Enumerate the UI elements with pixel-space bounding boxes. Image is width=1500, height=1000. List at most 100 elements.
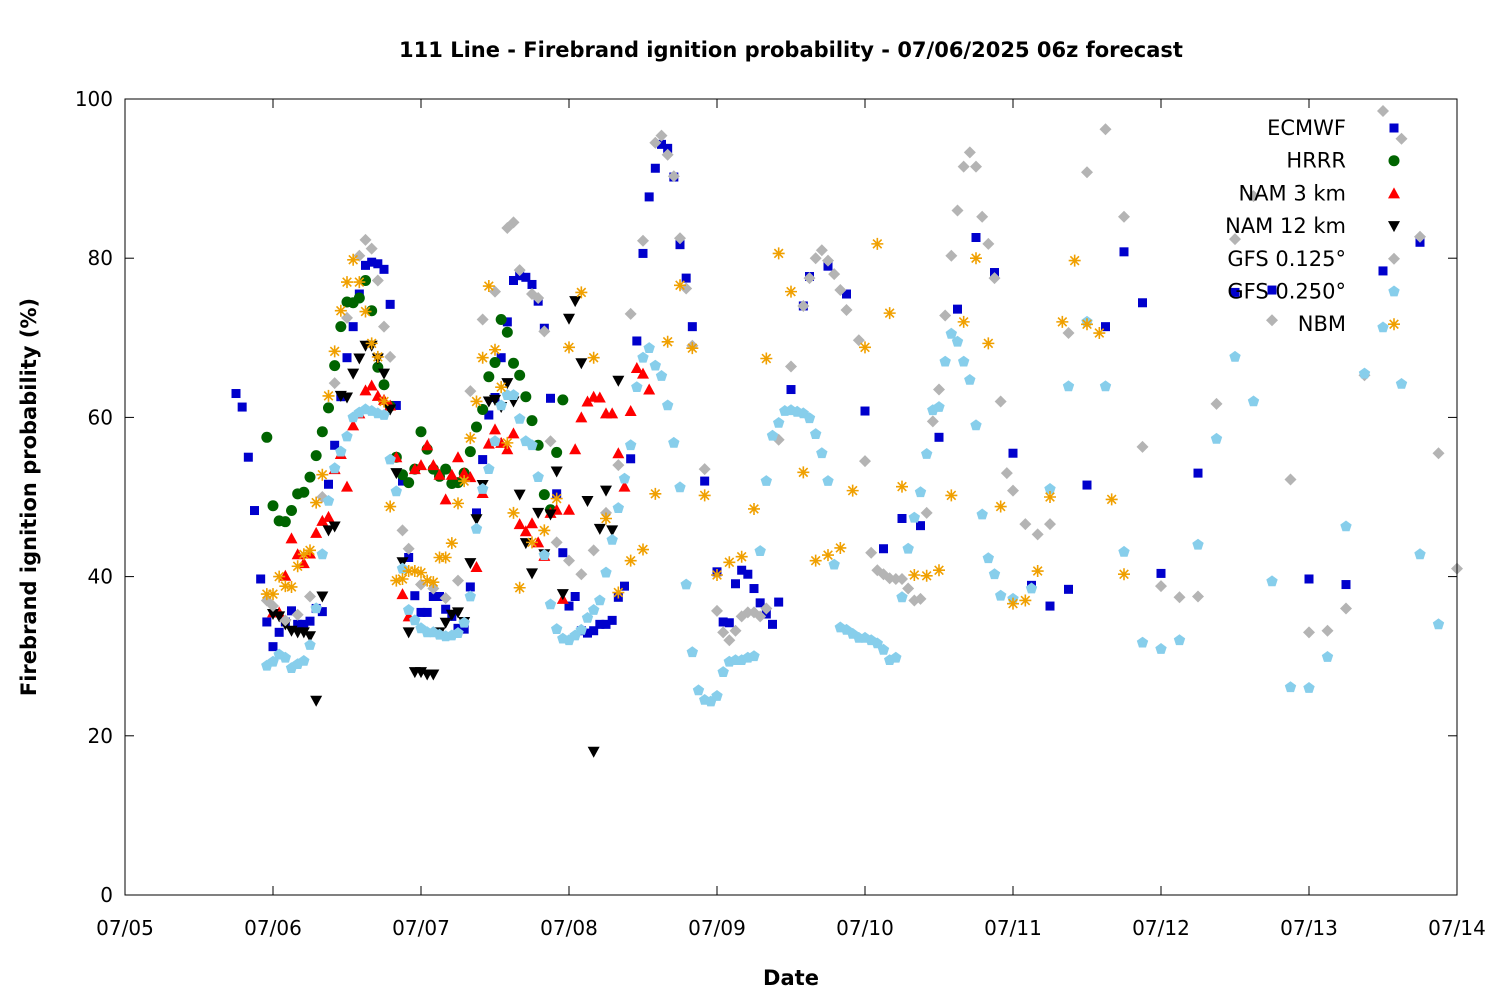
data-point [896, 480, 908, 493]
legend-marker [1388, 155, 1400, 167]
data-point [859, 455, 871, 468]
data-point [982, 552, 994, 564]
data-point [563, 313, 575, 325]
data-point [680, 578, 692, 590]
series-nam-12-km [267, 296, 625, 758]
data-point [630, 362, 643, 374]
data-point [507, 427, 520, 439]
data-point [231, 389, 241, 399]
data-point [828, 268, 841, 281]
data-point [1045, 601, 1055, 611]
x-tick-label: 07/09 [688, 916, 746, 940]
data-point [834, 284, 847, 297]
data-point [1229, 233, 1241, 246]
data-point [353, 292, 365, 304]
data-point [865, 546, 878, 559]
data-point [544, 509, 557, 521]
data-point [489, 394, 501, 406]
legend-label: GFS 0.250° [1227, 280, 1346, 304]
data-point [921, 448, 933, 459]
data-point [439, 551, 452, 564]
data-point [262, 617, 272, 627]
x-tick-label: 07/05 [96, 916, 154, 940]
data-point [964, 374, 976, 385]
data-point [1025, 582, 1038, 594]
data-point [1358, 367, 1371, 379]
data-point [637, 234, 649, 247]
data-point [359, 305, 372, 318]
legend-label: NAM 12 km [1225, 214, 1346, 238]
data-point [587, 351, 600, 364]
data-point [526, 415, 538, 427]
data-point [520, 391, 532, 403]
data-point [994, 395, 1007, 408]
data-point [459, 624, 469, 634]
data-point [939, 355, 951, 367]
data-point [655, 370, 668, 381]
data-point [359, 384, 372, 396]
data-point [390, 574, 403, 587]
data-point [398, 476, 407, 486]
data-point [711, 604, 723, 617]
data-point [563, 341, 575, 354]
data-point [415, 566, 427, 579]
data-point [914, 486, 927, 498]
data-point [323, 402, 334, 414]
data-point [871, 637, 883, 649]
data-point [471, 421, 482, 433]
data-point [514, 413, 526, 424]
data-point [452, 497, 464, 510]
data-point [631, 381, 643, 392]
data-point [995, 589, 1007, 601]
series-hrrr [261, 274, 569, 528]
data-point [988, 568, 1001, 580]
data-point [458, 467, 471, 479]
data-point [982, 337, 995, 350]
data-point [1062, 380, 1075, 392]
data-point [594, 594, 606, 606]
data-point [378, 368, 390, 380]
legend-marker [1388, 285, 1400, 297]
data-point [415, 578, 427, 591]
data-point [749, 584, 759, 594]
data-point [532, 292, 545, 304]
data-point [1340, 602, 1352, 615]
data-point [785, 285, 797, 298]
data-point [1081, 166, 1093, 179]
data-point [957, 315, 970, 328]
data-point [439, 493, 452, 505]
data-point [371, 274, 384, 287]
plot-markers [231, 104, 1463, 758]
data-point [396, 572, 409, 585]
data-point [1082, 480, 1092, 490]
data-point [342, 353, 352, 363]
data-point [304, 590, 316, 603]
data-point [588, 604, 600, 615]
data-point [316, 426, 328, 438]
x-tick-label: 07/13 [1280, 916, 1338, 940]
data-point [593, 391, 606, 403]
data-point [657, 139, 666, 149]
data-point [279, 614, 292, 627]
data-point [329, 462, 341, 474]
data-point [575, 623, 587, 635]
x-tick-label: 07/11 [984, 916, 1042, 940]
data-point [620, 581, 629, 591]
data-point [1000, 467, 1013, 480]
data-point [293, 619, 303, 629]
data-point [495, 399, 507, 411]
data-point [428, 592, 438, 601]
data-point [1064, 584, 1073, 594]
y-tick-label: 40 [88, 565, 113, 589]
data-point [371, 350, 384, 363]
data-point [982, 237, 995, 250]
data-point [334, 304, 347, 317]
data-point [304, 631, 316, 643]
data-point [860, 406, 870, 416]
data-point [378, 395, 390, 408]
data-point [478, 455, 488, 465]
data-point [256, 574, 266, 584]
data-point [1044, 483, 1056, 494]
data-point [1118, 545, 1130, 557]
data-point [624, 405, 637, 417]
